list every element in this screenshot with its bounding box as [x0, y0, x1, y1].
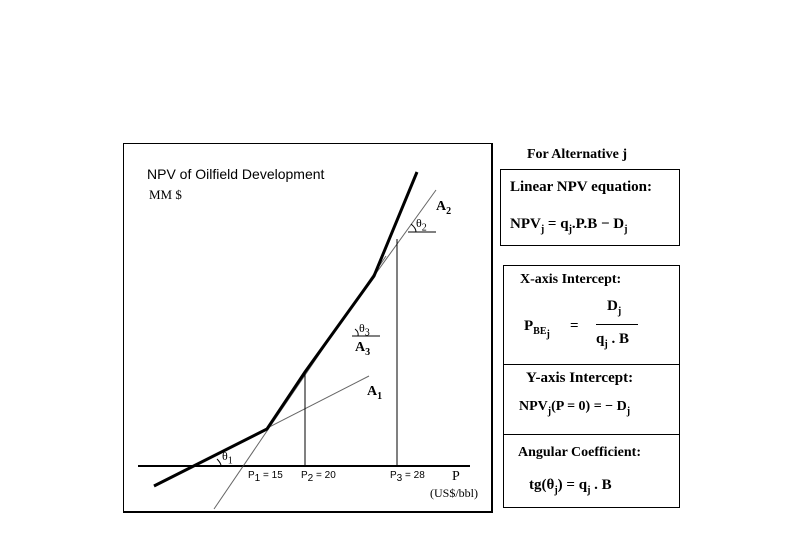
- angle-label-theta3: θ3: [359, 321, 370, 339]
- divider-1: [504, 364, 679, 365]
- divider-2: [504, 434, 679, 435]
- line-a2: [373, 189, 437, 277]
- angular-title: Angular Coefficient:: [518, 445, 641, 460]
- tick-label-p3: P3 = 28: [390, 470, 425, 484]
- intercepts-box: X-axis Intercept: PBEj = Dj qj . B Y-axi…: [503, 265, 680, 508]
- angle-label-theta1: θ1: [222, 449, 233, 467]
- line-label-a2: A2: [436, 199, 452, 217]
- chart-title: NPV of Oilfield Development: [147, 166, 325, 182]
- y-intercept-title: Y-axis Intercept:: [526, 370, 634, 386]
- npv-diagram: [138, 171, 470, 510]
- y-intercept-equation: NPVj(P = 0) = − Dj: [519, 399, 631, 417]
- chart-panel: NPV of Oilfield Development MM $ A2 θ2 θ…: [123, 143, 493, 513]
- linear-equation-box: Linear NPV equation: NPVj = qj.P.B − Dj: [500, 169, 680, 246]
- x-axis-label: P: [452, 469, 460, 484]
- line-label-a1: A1: [367, 384, 383, 402]
- line-label-a3: A3: [355, 340, 371, 358]
- tick-label-p1: P1 = 15: [248, 470, 283, 484]
- panel-title: For Alternative j: [527, 147, 628, 162]
- y-unit-label: MM $: [149, 187, 182, 202]
- x-intercept-lhs: PBEj: [524, 318, 550, 340]
- x-intercept-title: X-axis Intercept:: [520, 272, 622, 287]
- fraction-bar: [596, 324, 638, 325]
- x-axis-unit: (US$/bbl): [430, 486, 478, 500]
- x-intercept-equals: =: [570, 318, 579, 334]
- angular-equation: tg(θj) = qj . B: [529, 477, 612, 496]
- theta2-arc: [410, 223, 417, 233]
- x-intercept-denominator: qj . B: [596, 331, 629, 350]
- x-intercept-numerator: Dj: [607, 298, 622, 317]
- theta1-arc: [216, 458, 222, 467]
- linear-equation: NPVj = qj.P.B − Dj: [510, 216, 628, 235]
- npv-envelope: [153, 171, 419, 488]
- linear-equation-title: Linear NPV equation:: [510, 179, 652, 195]
- angle-label-theta2: θ2: [416, 216, 427, 234]
- tick-label-p2: P2 = 20: [301, 470, 336, 484]
- theta3-arc: [354, 328, 359, 337]
